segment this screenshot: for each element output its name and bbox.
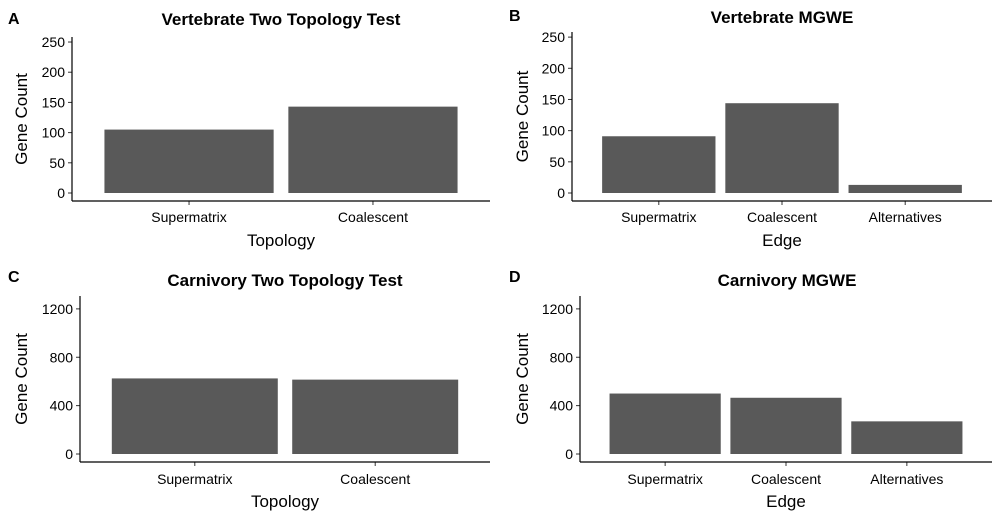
panel-b: B Vertebrate MGWE Supermatrix Coalescent Alt… (509, 8, 992, 250)
x-tick-label: Alternatives (870, 471, 943, 487)
x-axis-label: Edge (762, 231, 802, 250)
chart-title: Carnivory Two Topology Test (167, 271, 403, 290)
panel-c: C Carnivory Two Topology Test Supermatrix C… (8, 269, 490, 511)
y-tick-label: 150 (542, 91, 566, 107)
bar (848, 184, 962, 193)
bar (288, 106, 458, 193)
chart-title: Vertebrate MGWE (711, 8, 854, 27)
y-axis-label: Gene Count (12, 73, 31, 165)
bar (104, 129, 274, 193)
y-tick-label: 0 (65, 446, 73, 462)
y-tick-label: 1200 (42, 301, 73, 317)
panel-label: D (509, 269, 521, 286)
y-tick-label: 50 (49, 155, 65, 171)
x-tick-label: Supermatrix (157, 471, 232, 487)
x-tick-label: Supermatrix (151, 209, 226, 225)
chart-title: Carnivory MGWE (718, 271, 857, 290)
y-tick-label: 0 (57, 185, 65, 201)
bar (730, 397, 842, 454)
y-tick-label: 1200 (542, 301, 573, 317)
y-tick-label: 250 (542, 29, 566, 45)
chart-title: Vertebrate Two Topology Test (162, 10, 401, 29)
y-tick-label: 800 (50, 349, 74, 365)
x-tick-label: Supermatrix (621, 209, 696, 225)
bar (725, 103, 839, 193)
y-tick-label: 100 (542, 123, 566, 139)
x-axis-label: Topology (247, 231, 316, 250)
x-tick-label: Supermatrix (627, 471, 702, 487)
y-tick-label: 150 (42, 94, 66, 110)
x-tick-label: Coalescent (340, 471, 410, 487)
panel-label: B (509, 8, 521, 25)
y-tick-label: 200 (542, 60, 566, 76)
bar (851, 421, 963, 454)
bar (111, 378, 278, 454)
x-tick-label: Coalescent (338, 209, 408, 225)
panel-label: A (8, 11, 20, 28)
x-axis-label: Edge (766, 492, 806, 511)
y-axis-label: Gene Count (513, 70, 532, 162)
panel-a: A Vertebrate Two Topology Test Supermatrix… (8, 10, 490, 250)
y-tick-label: 400 (50, 398, 74, 414)
y-tick-label: 250 (42, 34, 66, 50)
bar (609, 393, 721, 454)
x-tick-label: Alternatives (869, 209, 942, 225)
y-axis-label: Gene Count (513, 333, 532, 425)
y-tick-label: 0 (565, 446, 573, 462)
y-axis-label: Gene Count (12, 333, 31, 425)
panel-label: C (8, 269, 20, 286)
x-tick-label: Coalescent (747, 209, 817, 225)
panel-d: D Carnivory MGWE Supermatrix Coalescent Alte… (509, 269, 992, 511)
x-tick-label: Coalescent (751, 471, 821, 487)
y-tick-label: 0 (557, 185, 565, 201)
y-tick-label: 100 (42, 125, 66, 141)
bar (602, 136, 716, 193)
y-tick-label: 800 (550, 349, 574, 365)
x-axis-label: Topology (251, 492, 320, 511)
y-tick-label: 400 (550, 398, 574, 414)
y-tick-label: 200 (42, 64, 66, 80)
y-tick-label: 50 (549, 154, 565, 170)
bar (292, 379, 459, 454)
